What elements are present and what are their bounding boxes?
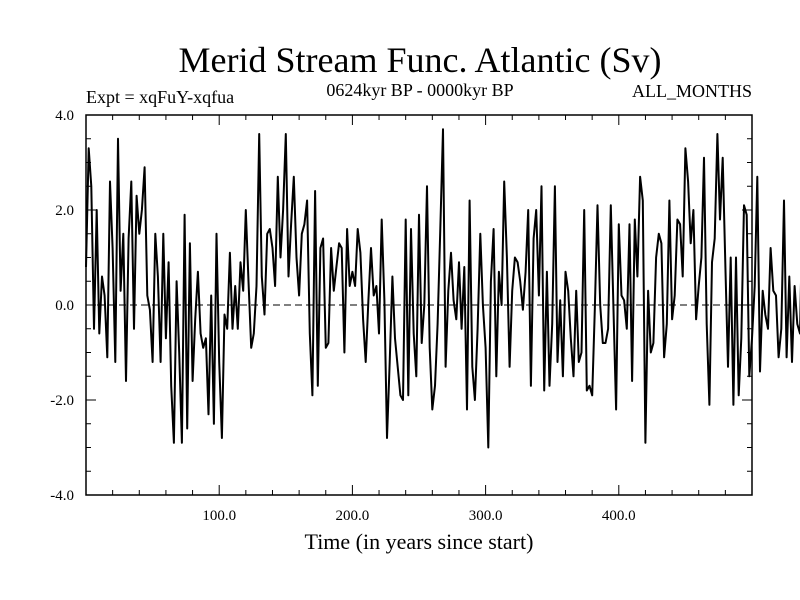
- y-tick-label: 4.0: [55, 108, 74, 124]
- y-tick-label: 2.0: [55, 203, 74, 219]
- y-tick-label: -4.0: [50, 488, 74, 504]
- y-tick-label: 0.0: [55, 298, 74, 314]
- x-axis-label: Time (in years since start): [305, 529, 534, 554]
- axes: 100.0 200.0 300.0 400.0 4.0 2.0 0.0 -2.0 -4.0: [50, 108, 752, 524]
- series-line: [85, 128, 800, 449]
- period-label: 0624kyr BP - 0000kyr BP: [326, 80, 513, 100]
- experiment-label: Expt = xqFuY-xqfua: [86, 87, 234, 107]
- x-tick-label: 300.0: [469, 508, 503, 524]
- y-tick-label: -2.0: [50, 393, 74, 409]
- x-tick-label: 400.0: [602, 508, 636, 524]
- x-tick-label: 200.0: [336, 508, 370, 524]
- chart-title: Merid Stream Func. Atlantic (Sv): [179, 40, 662, 80]
- season-label: ALL_MONTHS: [632, 81, 752, 101]
- x-tick-label: 100.0: [202, 508, 236, 524]
